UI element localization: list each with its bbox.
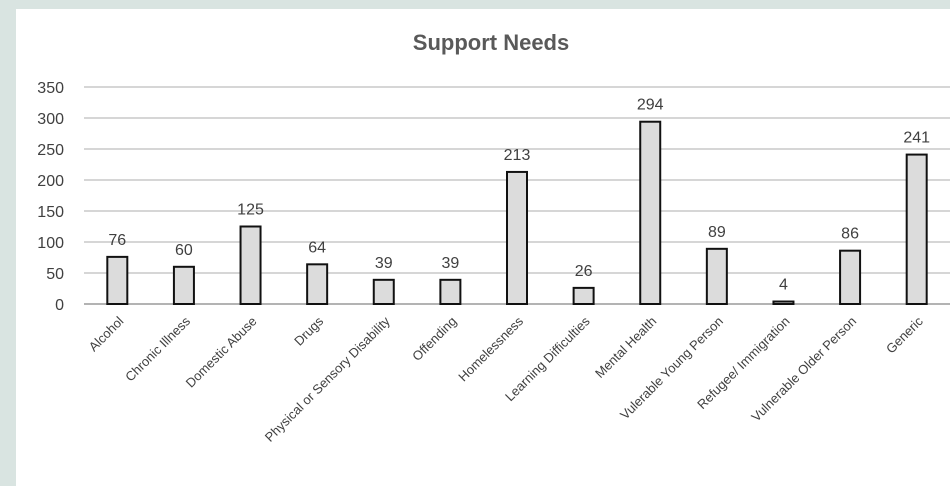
data-label: 39 (441, 255, 459, 272)
y-tick-label: 100 (37, 235, 64, 252)
bar (572, 286, 595, 306)
data-label: 89 (708, 224, 726, 241)
data-label: 64 (308, 239, 326, 256)
bar (239, 225, 262, 305)
data-label: 86 (841, 226, 859, 243)
bars (106, 120, 928, 306)
data-label: 213 (504, 147, 531, 164)
y-tick-label: 50 (46, 266, 64, 283)
data-label: 60 (175, 242, 193, 259)
y-axis-ticks: 0 50 100 150 200 250 300 350 (37, 80, 64, 314)
data-label: 241 (903, 130, 930, 147)
data-labels: 76 60 125 64 39 39 213 26 294 89 4 86 241 (108, 97, 930, 294)
bar (506, 170, 528, 305)
bar (372, 278, 395, 306)
category-label: Mental Health (592, 314, 659, 381)
category-label: Offending (409, 314, 459, 364)
y-tick-label: 350 (37, 80, 64, 97)
y-tick-label: 0 (55, 297, 64, 314)
bar (106, 255, 129, 306)
bar (772, 300, 795, 305)
category-label: Drugs (291, 313, 326, 348)
data-label: 294 (637, 97, 664, 114)
data-label: 39 (375, 255, 393, 272)
chart-title: Support Needs (413, 30, 569, 55)
bar (639, 120, 662, 305)
category-label: Physical or Sensory Disability (262, 313, 394, 445)
bar (905, 153, 928, 305)
category-label: Generic (883, 313, 926, 356)
y-tick-label: 250 (37, 142, 64, 159)
bar (172, 265, 195, 305)
support-needs-chart: Support Needs 0 50 100 150 200 250 300 350 76 60… (37, 30, 950, 445)
category-label: Chronic Illness (122, 313, 193, 384)
category-label: Alcohol (86, 313, 127, 354)
chart-panel: Support Needs 0 50 100 150 200 250 300 350 76 60… (16, 9, 950, 486)
y-tick-label: 150 (37, 204, 64, 221)
category-label: Domestic Abuse (183, 314, 260, 391)
bar (439, 278, 462, 306)
bar (839, 249, 862, 305)
data-label: 125 (237, 202, 264, 219)
bar (306, 263, 329, 306)
y-tick-label: 300 (37, 111, 64, 128)
bar (705, 247, 728, 306)
data-label: 26 (575, 263, 593, 280)
y-tick-label: 200 (37, 173, 64, 190)
data-label: 76 (108, 232, 126, 249)
category-label: Homelessness (455, 313, 526, 384)
data-label: 4 (779, 277, 788, 294)
